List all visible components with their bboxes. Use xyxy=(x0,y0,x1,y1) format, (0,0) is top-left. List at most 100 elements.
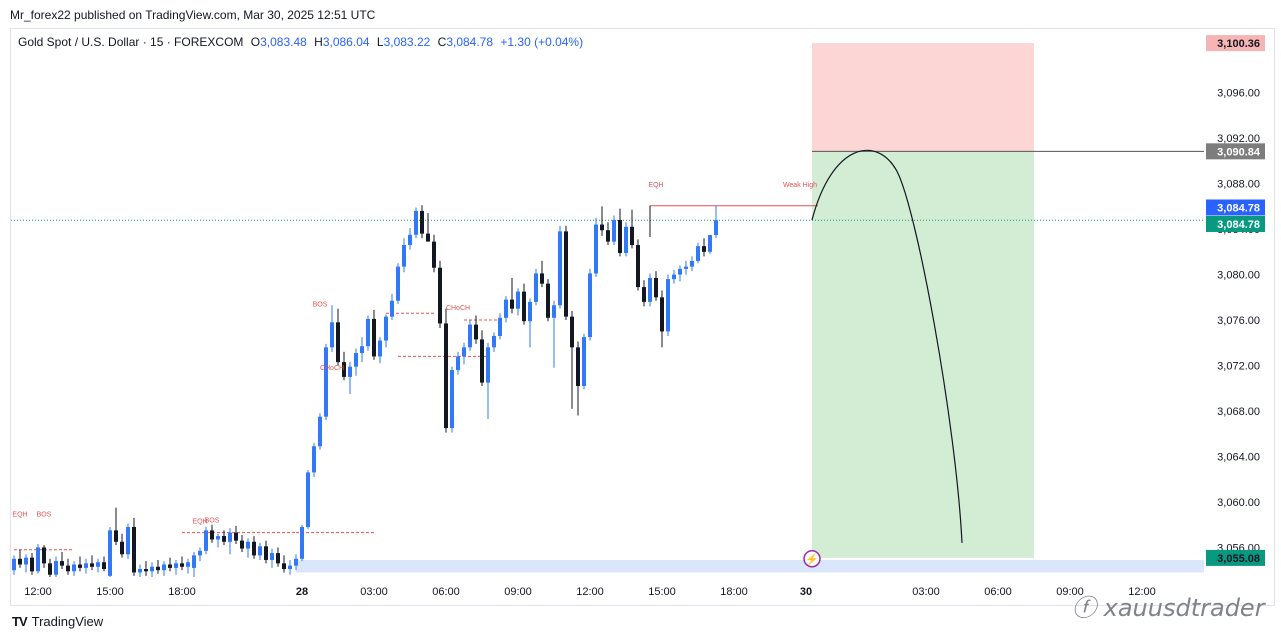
candle[interactable] xyxy=(240,534,244,552)
candle[interactable] xyxy=(72,561,76,576)
candle[interactable] xyxy=(546,279,550,322)
candle[interactable] xyxy=(408,227,412,250)
candle[interactable] xyxy=(144,561,148,576)
candle[interactable] xyxy=(414,207,418,239)
candle[interactable] xyxy=(24,554,28,573)
candle[interactable] xyxy=(564,225,568,321)
candle[interactable] xyxy=(426,213,430,242)
candle[interactable] xyxy=(540,260,544,288)
candle[interactable] xyxy=(252,536,256,559)
candle[interactable] xyxy=(450,366,454,433)
candle[interactable] xyxy=(228,528,232,555)
price-tag-stop[interactable] xyxy=(1206,35,1265,52)
candle[interactable] xyxy=(612,215,616,246)
candle[interactable] xyxy=(120,533,124,558)
price-tag-entry[interactable] xyxy=(1206,143,1265,160)
candle[interactable] xyxy=(444,308,448,433)
candle[interactable] xyxy=(384,314,388,348)
candle[interactable] xyxy=(570,310,574,409)
candle[interactable] xyxy=(474,315,478,344)
candle[interactable] xyxy=(108,526,112,579)
candle[interactable] xyxy=(186,558,190,574)
candle[interactable] xyxy=(534,268,538,306)
candle[interactable] xyxy=(192,551,196,577)
candle[interactable] xyxy=(618,208,622,257)
candle[interactable] xyxy=(636,239,640,291)
candle[interactable] xyxy=(486,342,490,419)
candle[interactable] xyxy=(36,544,40,574)
take-profit-zone[interactable] xyxy=(812,151,1034,558)
candle[interactable] xyxy=(264,540,268,564)
candle[interactable] xyxy=(648,273,652,307)
candle[interactable] xyxy=(138,564,142,578)
candle[interactable] xyxy=(42,545,46,568)
candle[interactable] xyxy=(522,283,526,325)
candle[interactable] xyxy=(360,337,364,363)
candle[interactable] xyxy=(102,556,106,572)
price-tag-last-green[interactable] xyxy=(1206,215,1265,232)
candle[interactable] xyxy=(354,348,358,376)
candle[interactable] xyxy=(594,217,598,277)
candle[interactable] xyxy=(666,274,670,336)
candle[interactable] xyxy=(516,288,520,316)
candle[interactable] xyxy=(12,555,16,575)
candle[interactable] xyxy=(198,547,202,562)
candle[interactable] xyxy=(696,242,700,264)
candle[interactable] xyxy=(90,555,94,571)
candle[interactable] xyxy=(402,238,406,273)
lightning-icon[interactable] xyxy=(803,550,821,568)
candle[interactable] xyxy=(174,559,178,575)
candle[interactable] xyxy=(216,533,220,548)
price-tag-target[interactable] xyxy=(1206,549,1265,566)
candle[interactable] xyxy=(654,271,658,301)
candle[interactable] xyxy=(510,277,514,314)
candle[interactable] xyxy=(96,558,100,573)
candle[interactable] xyxy=(162,561,166,576)
candle[interactable] xyxy=(78,556,82,572)
candle[interactable] xyxy=(462,342,466,365)
candle[interactable] xyxy=(282,555,286,573)
candle[interactable] xyxy=(702,238,706,257)
candle[interactable] xyxy=(690,256,694,272)
candle[interactable] xyxy=(378,337,382,364)
candle[interactable] xyxy=(492,332,496,352)
candle[interactable] xyxy=(606,222,610,246)
tradingview-logo[interactable]: TV TradingView xyxy=(12,614,103,629)
candle[interactable] xyxy=(582,333,586,390)
candle[interactable] xyxy=(588,268,592,341)
candle[interactable] xyxy=(84,558,88,574)
candle[interactable] xyxy=(642,280,646,307)
candle[interactable] xyxy=(132,517,136,576)
stop-loss-zone[interactable] xyxy=(812,43,1034,152)
candle[interactable] xyxy=(342,351,346,381)
candle[interactable] xyxy=(600,206,604,236)
candle[interactable] xyxy=(276,547,280,567)
candle[interactable] xyxy=(630,209,634,249)
candle[interactable] xyxy=(420,205,424,239)
candle[interactable] xyxy=(330,305,334,352)
candle[interactable] xyxy=(432,234,436,273)
candle[interactable] xyxy=(258,542,262,560)
candle[interactable] xyxy=(126,523,130,559)
candle[interactable] xyxy=(306,470,310,530)
candle[interactable] xyxy=(288,559,292,575)
candle[interactable] xyxy=(468,320,472,351)
candle[interactable] xyxy=(48,558,52,578)
candle[interactable] xyxy=(576,341,580,416)
candle[interactable] xyxy=(54,556,58,577)
candle[interactable] xyxy=(558,225,562,309)
candle[interactable] xyxy=(114,507,118,546)
candle[interactable] xyxy=(366,315,370,351)
chart-frame[interactable] xyxy=(10,28,1275,606)
candle[interactable] xyxy=(552,300,556,368)
candle[interactable] xyxy=(672,270,676,284)
candle[interactable] xyxy=(180,556,184,571)
candle[interactable] xyxy=(222,530,226,546)
candle[interactable] xyxy=(312,442,316,477)
candle[interactable] xyxy=(480,330,484,386)
candle[interactable] xyxy=(66,558,70,575)
candle[interactable] xyxy=(348,362,352,394)
candle[interactable] xyxy=(204,526,208,555)
candle[interactable] xyxy=(168,557,172,572)
candle[interactable] xyxy=(324,343,328,421)
